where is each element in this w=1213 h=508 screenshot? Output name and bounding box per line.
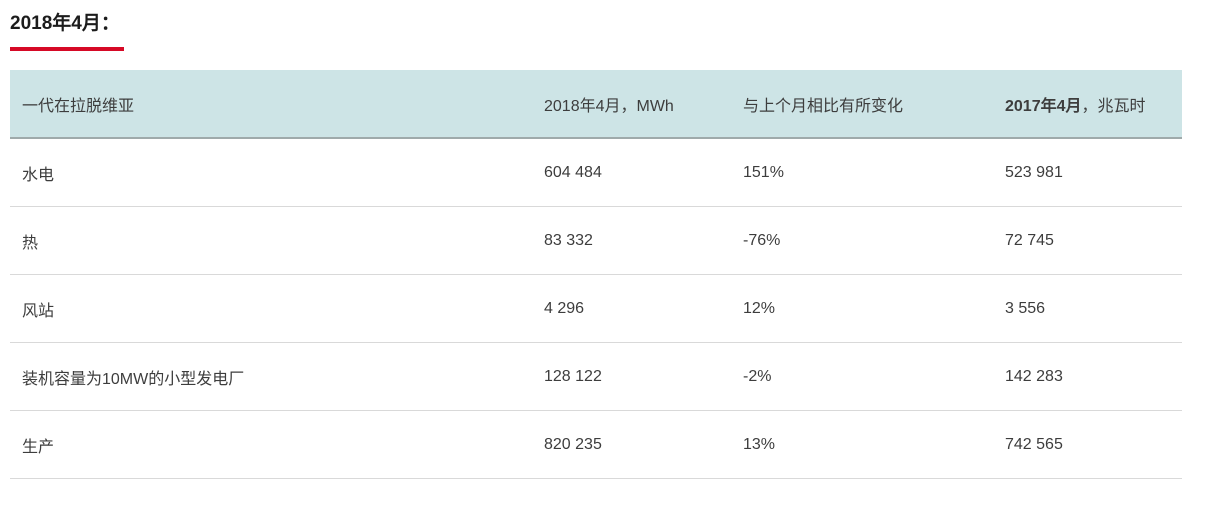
cell-mwh-2017: 523 981 [1005,163,1063,181]
col-header-2017-mwh: 2017年4月，兆瓦时 [1005,70,1182,138]
table-row-wind: 风站 4 296 12% 3 556 [10,274,1182,343]
cell-mwh-2018: 4 296 [544,299,585,317]
generation-table: 一代在拉脱维亚 2018年4月，MWh 与上个月相比有所变化 2017年4月，兆… [10,70,1182,479]
cell-mwh-2017: 142 283 [1005,367,1063,385]
cell-change: -76% [743,231,781,249]
cell-change: 151% [743,163,784,181]
page-title: 2018年4月： [10,13,120,34]
cell-mwh-2017: 742 565 [1005,435,1063,453]
cell-name: 生产 [22,438,55,456]
cell-mwh-2017: 72 745 [1005,231,1054,249]
cell-name: 热 [22,234,39,252]
table-row-production-total: 生产 820 235 13% 742 565 [10,410,1182,479]
col-header-2018-mwh: 2018年4月，MWh [544,97,674,115]
cell-mwh-2018: 820 235 [544,435,602,453]
col-header-2017-year: 2017年4月 [1005,97,1082,115]
col-header-generation: 一代在拉脱维亚 [22,97,135,115]
cell-mwh-2018: 83 332 [544,231,593,249]
table-row-small-plants: 装机容量为10MW的小型发电厂 128 122 -2% 142 283 [10,342,1182,411]
cell-change: 13% [743,435,776,453]
cell-change: -2% [743,367,772,385]
cell-name: 水电 [22,166,55,184]
cell-change: 12% [743,299,776,317]
table-body: 水电 604 484 151% 523 981 热 83 332 -76% 72… [10,138,1182,479]
cell-name: 风站 [22,302,55,320]
table-header-row: 一代在拉脱维亚 2018年4月，MWh 与上个月相比有所变化 2017年4月，兆… [10,70,1182,138]
cell-name: 装机容量为10MW的小型发电厂 [22,370,245,388]
col-header-2017-unit: ，兆瓦时 [1081,97,1146,115]
table-row-thermal: 热 83 332 -76% 72 745 [10,206,1182,275]
title-underline [10,47,124,51]
table-header: 一代在拉脱维亚 2018年4月，MWh 与上个月相比有所变化 2017年4月，兆… [10,70,1182,138]
cell-mwh-2018: 128 122 [544,367,602,385]
col-header-change: 与上个月相比有所变化 [743,97,904,115]
table-row-hydro: 水电 604 484 151% 523 981 [10,138,1182,207]
page: 2018年4月： 一代在拉脱维亚 2018年4月，MWh 与上个月相比有所变化 … [10,13,1182,479]
cell-mwh-2017: 3 556 [1005,299,1046,317]
cell-mwh-2018: 604 484 [544,163,602,181]
